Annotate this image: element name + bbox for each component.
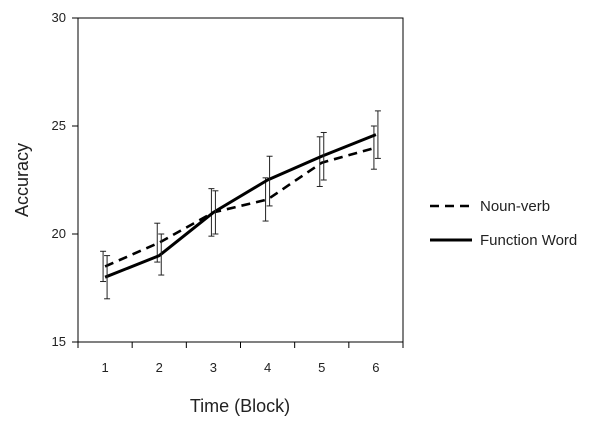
series-line-noun-verb xyxy=(104,146,377,268)
x-tick-label: 3 xyxy=(210,360,217,375)
x-axis-title: Time (Block) xyxy=(190,396,290,416)
y-tick-label: 20 xyxy=(52,226,66,241)
series-line-function-word xyxy=(104,133,377,279)
x-tick-label: 4 xyxy=(264,360,271,375)
x-tick-label: 1 xyxy=(101,360,108,375)
y-tick-label: 25 xyxy=(52,118,66,133)
x-tick-label: 6 xyxy=(372,360,379,375)
y-tick-label: 15 xyxy=(52,334,66,349)
y-tick-label: 30 xyxy=(52,10,66,25)
plot-area-border xyxy=(77,17,404,343)
legend-label-function-word: Function Word xyxy=(480,232,577,249)
x-tick-label: 2 xyxy=(156,360,163,375)
y-axis-title: Accuracy xyxy=(12,143,32,217)
legend-label-noun-verb: Noun-verb xyxy=(480,198,550,215)
x-tick-label: 5 xyxy=(318,360,325,375)
